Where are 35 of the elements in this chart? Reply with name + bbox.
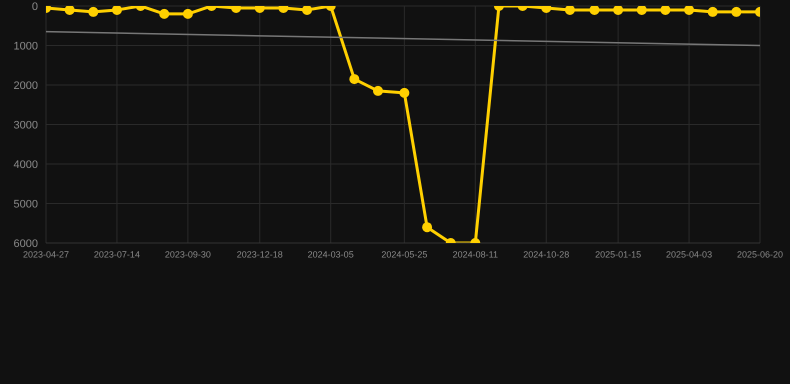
point xyxy=(564,6,575,15)
y-tick-label: 3000 xyxy=(14,119,38,132)
point xyxy=(731,6,742,17)
point xyxy=(159,8,170,19)
x-tick-label: 2024-05-25 xyxy=(381,249,428,260)
point xyxy=(660,6,670,15)
x-tick-label: 2025-01-15 xyxy=(595,249,642,260)
x-tick-label: 2024-10-28 xyxy=(523,249,570,260)
x-tick-label: 2024-03-05 xyxy=(308,249,354,260)
point xyxy=(684,6,694,15)
x-tick-label: 2025-06-20 xyxy=(736,249,784,260)
y-tick-label: 6000 xyxy=(14,238,38,250)
x-tick-label: 2023-04-27 xyxy=(22,249,70,260)
y-tick-label: 0 xyxy=(32,0,38,13)
point xyxy=(708,6,718,17)
point xyxy=(182,8,193,19)
point xyxy=(589,6,600,15)
point xyxy=(349,74,360,84)
y-tick-label: 5000 xyxy=(14,198,38,210)
y-tick-label: 2000 xyxy=(14,80,38,92)
point xyxy=(613,6,624,15)
x-tick-label: 2023-07-14 xyxy=(94,249,140,260)
point xyxy=(399,88,410,98)
x-tick-label: 2023-09-30 xyxy=(164,249,211,260)
x-tick-label: 2023-12-18 xyxy=(236,249,283,260)
point xyxy=(112,6,122,15)
y-tick-label: 4000 xyxy=(14,158,38,171)
y-tick-label: 1000 xyxy=(14,40,38,52)
point xyxy=(372,86,383,96)
point xyxy=(88,6,98,17)
point xyxy=(64,6,75,15)
x-tick-label: 2024-08-11 xyxy=(452,249,498,260)
point xyxy=(302,6,312,15)
x-tick-label: 2025-04-03 xyxy=(666,249,712,260)
point xyxy=(636,6,647,15)
